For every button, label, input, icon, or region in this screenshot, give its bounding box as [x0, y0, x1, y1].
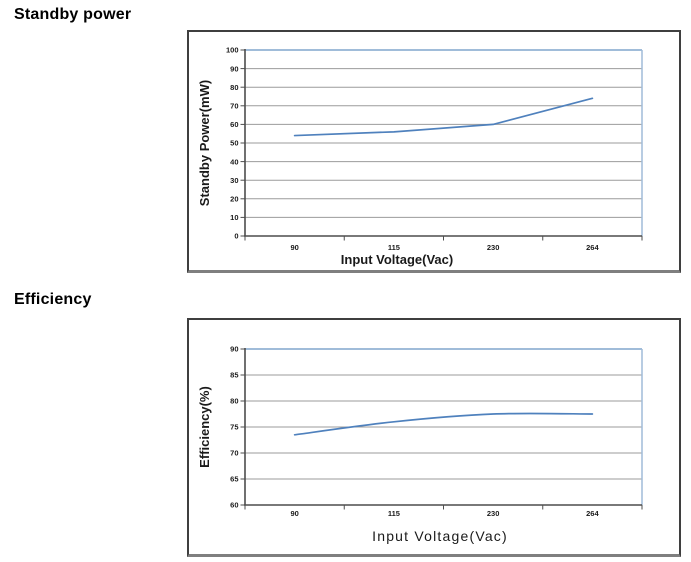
- y-tick-label: 80: [230, 83, 238, 92]
- y-tick-label: 80: [230, 397, 238, 406]
- x-tick-label: 230: [487, 243, 500, 252]
- x-tick-label: 115: [388, 243, 400, 252]
- y-tick-label: 90: [230, 345, 238, 354]
- x-tick-label: 90: [290, 243, 298, 252]
- y-axis-title: Standby Power(mW): [197, 80, 212, 206]
- x-axis-title: Input Voltage(Vac): [372, 528, 508, 544]
- y-tick-label: 75: [230, 423, 238, 432]
- y-tick-label: 10: [230, 213, 238, 222]
- y-tick-label: 65: [230, 475, 238, 484]
- x-axis-title: Input Voltage(Vac): [341, 252, 453, 267]
- y-tick-label: 100: [226, 46, 239, 55]
- series-line: [293, 97, 594, 137]
- y-tick-label: 60: [230, 120, 238, 129]
- x-tick-label: 264: [586, 509, 599, 518]
- section-title-efficiency: Efficiency: [14, 291, 92, 308]
- x-tick-label: 230: [487, 509, 500, 518]
- y-tick-label: 60: [230, 501, 238, 510]
- standby-power-chart: 0 10 20 30 40 50 60 70 80 90 100 90 115 230 264 Standby…: [187, 30, 681, 273]
- y-tick-label: 20: [230, 195, 238, 204]
- section-title-standby-power: Standby power: [14, 6, 132, 23]
- plot-canvas: 0 10 20 30 40 50 60 70 80 90 100 90 115 230 264 Standby…: [197, 46, 643, 267]
- x-tick-label: 264: [586, 243, 599, 252]
- y-tick-label: 70: [230, 102, 238, 111]
- y-tick-label: 90: [230, 64, 238, 73]
- y-tick-label: 0: [234, 232, 238, 241]
- plot-canvas: 60 65 70 75 80 85 90 90 115 230 264 Efficiency(%) In…: [197, 345, 643, 544]
- y-tick-label: 40: [230, 157, 238, 166]
- y-axis-title: Efficiency(%): [197, 386, 212, 468]
- y-tick-label: 50: [230, 139, 238, 148]
- series-line: [293, 412, 594, 436]
- x-tick-label: 90: [290, 509, 298, 518]
- x-tick-label: 115: [388, 509, 400, 518]
- y-tick-label: 70: [230, 449, 238, 458]
- y-tick-label: 30: [230, 176, 238, 185]
- efficiency-chart: 60 65 70 75 80 85 90 90 115 230 264 Efficiency(%) In…: [187, 318, 681, 557]
- y-tick-label: 85: [230, 371, 238, 380]
